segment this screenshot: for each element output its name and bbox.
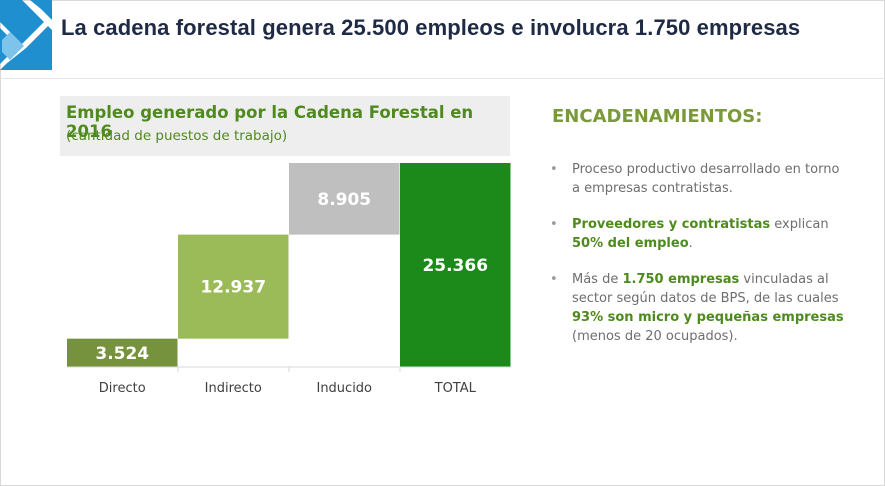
bullet-dot-icon: • bbox=[550, 272, 558, 287]
data-label-indirecto: 12.937 bbox=[200, 278, 266, 298]
bar-directo bbox=[67, 338, 178, 367]
bullet-dot-icon: • bbox=[550, 217, 558, 232]
bar-inducido bbox=[289, 163, 400, 235]
bar-indirecto bbox=[178, 234, 289, 339]
bullet-item: • Proveedores y contratistas explican 50%… bbox=[548, 215, 848, 253]
x-tick-label-directo: Directo bbox=[99, 381, 146, 396]
data-label-total: 25.366 bbox=[422, 256, 488, 276]
bullet-text: Proceso productivo desarrollado en torno… bbox=[572, 162, 840, 196]
bullet-item: • Proceso productivo desarrollado en torn… bbox=[548, 160, 848, 198]
bullet-highlight: 1.750 empresas bbox=[622, 272, 740, 287]
chart-header: Empleo generado por la Cadena Forestal e… bbox=[60, 96, 510, 156]
bar-total bbox=[400, 163, 511, 367]
bullet-highlight: 93% son micro y pequeñas empresas bbox=[572, 310, 844, 325]
bullet-dot-icon: • bbox=[550, 162, 558, 177]
x-tick-label-total: TOTAL bbox=[434, 381, 477, 396]
data-label-directo: 3.524 bbox=[95, 344, 149, 364]
x-tick-label-indirecto: Indirecto bbox=[205, 381, 262, 396]
bullet-text: . bbox=[688, 236, 693, 251]
bullet-highlight: Proveedores y contratistas bbox=[572, 217, 771, 232]
right-heading: ENCADENAMIENTOS: bbox=[552, 106, 763, 127]
bullet-text: explican bbox=[770, 217, 829, 232]
bullet-text: vinculadas al sector según datos de BPS,… bbox=[572, 272, 839, 306]
chart-subtitle: (cantidad de puestos de trabajo) bbox=[66, 128, 288, 144]
bullet-list: • Proceso productivo desarrollado en torn… bbox=[548, 160, 848, 363]
company-logo-icon bbox=[0, 0, 52, 70]
bullet-item: • Más de 1.750 empresas vinculadas al sec… bbox=[548, 270, 848, 346]
bullet-text: (menos de 20 ocupados). bbox=[572, 329, 738, 344]
x-tick-label-inducido: Inducido bbox=[316, 381, 372, 396]
page-title: La cadena forestal genera 25.500 empleos… bbox=[61, 15, 801, 40]
bullet-text: Más de bbox=[572, 272, 623, 287]
title-divider bbox=[0, 78, 885, 79]
chart-title: Empleo generado por la Cadena Forestal e… bbox=[66, 103, 474, 141]
data-label-inducido: 8.905 bbox=[317, 190, 371, 210]
bullet-highlight: 50% del empleo bbox=[572, 236, 689, 251]
